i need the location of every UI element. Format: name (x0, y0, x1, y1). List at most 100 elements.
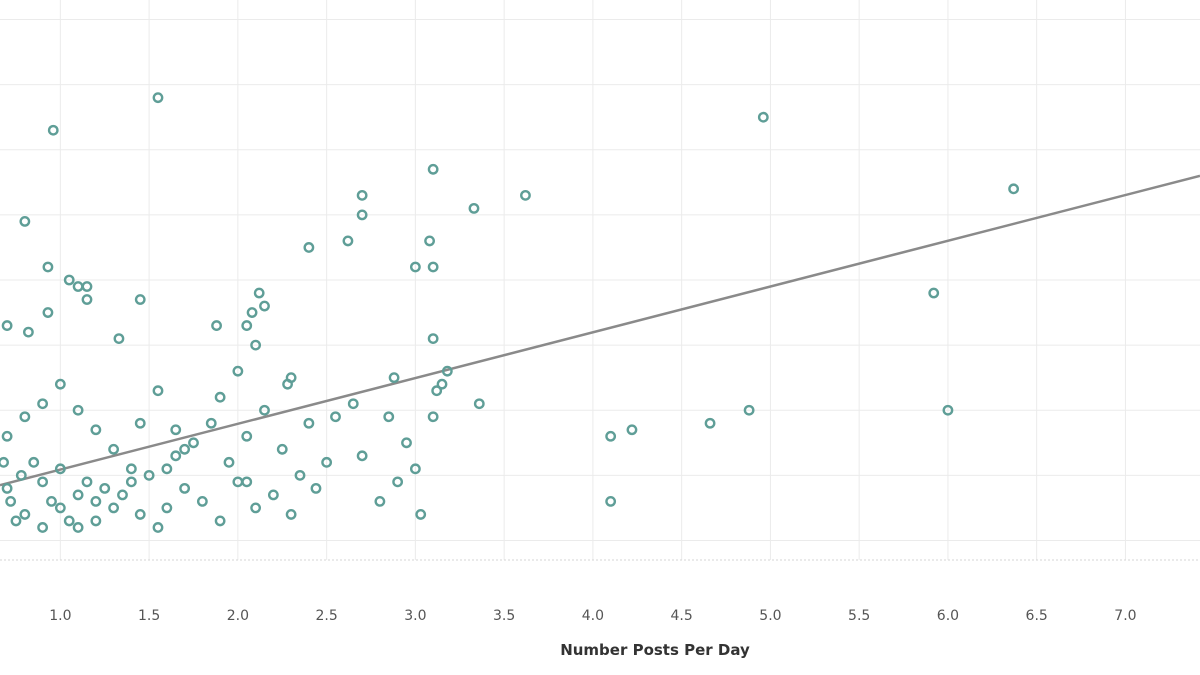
data-point (19, 509, 31, 520)
data-point (427, 261, 439, 273)
data-point (90, 424, 102, 436)
data-point (179, 482, 191, 494)
x-tick-label: 5.0 (759, 608, 781, 624)
data-point (757, 111, 769, 123)
data-point (1, 320, 13, 331)
data-point (626, 424, 638, 436)
data-point (214, 391, 226, 403)
data-point (42, 261, 54, 273)
x-tick-label: 1.5 (138, 608, 160, 624)
data-point (143, 469, 155, 481)
data-point (942, 404, 954, 416)
data-point (473, 398, 485, 410)
data-point (241, 430, 253, 442)
data-point (54, 502, 66, 514)
data-point (267, 489, 279, 501)
data-point (99, 482, 111, 494)
data-point (134, 509, 146, 520)
x-tick-label: 4.0 (582, 608, 604, 624)
data-point (47, 124, 59, 136)
data-point (427, 333, 439, 345)
data-point (356, 189, 368, 201)
data-point (152, 385, 164, 397)
data-point (63, 274, 75, 286)
data-point (342, 235, 354, 247)
data-point (259, 300, 270, 312)
data-point (108, 443, 120, 455)
data-point (0, 456, 9, 468)
data-point (28, 456, 40, 468)
data-point (424, 235, 435, 247)
data-point (374, 495, 386, 507)
data-point (81, 476, 93, 488)
data-point (743, 404, 755, 416)
data-point (54, 378, 66, 390)
data-point (117, 489, 128, 501)
data-point (241, 476, 253, 488)
data-point (37, 522, 49, 533)
data-point (214, 515, 226, 527)
x-tick-label: 6.5 (1026, 608, 1048, 624)
data-point (37, 476, 49, 488)
data-point (303, 242, 315, 253)
data-point (427, 411, 439, 423)
data-point (46, 495, 57, 507)
data-point (125, 476, 137, 488)
data-point (347, 398, 359, 410)
data-point (19, 215, 31, 227)
data-point (241, 320, 253, 331)
data-point (605, 430, 617, 442)
x-axis-title: Number Posts Per Day (560, 641, 750, 659)
data-point (321, 456, 333, 468)
data-point (356, 450, 368, 462)
data-point (250, 502, 262, 514)
data-point (409, 261, 421, 273)
data-point (152, 522, 164, 533)
data-point (441, 365, 453, 377)
data-point (134, 294, 146, 305)
data-point (23, 326, 34, 338)
trendline-layer (0, 174, 1200, 487)
data-point (72, 281, 84, 292)
data-point (125, 463, 137, 475)
data-point (415, 509, 427, 520)
data-point (37, 398, 49, 410)
data-point (170, 424, 182, 436)
data-point (1, 430, 13, 442)
data-point (15, 469, 27, 481)
data-point (310, 482, 322, 494)
data-point (188, 437, 199, 449)
x-axis-ticks: 1.0 1.5 2.0 2.5 3.0 3.5 4.0 4.5 5.0 5.5 6.0 6.5 7.0 (49, 608, 1136, 624)
x-tick-label: 2.5 (315, 608, 337, 624)
data-point (294, 469, 306, 481)
data-points (0, 92, 1020, 533)
x-tick-label: 4.5 (671, 608, 693, 624)
data-point (431, 385, 443, 397)
data-point (468, 202, 480, 214)
data-point (72, 404, 84, 416)
data-point (179, 443, 191, 455)
grid-lines (0, 0, 1200, 561)
x-tick-label: 3.0 (404, 608, 426, 624)
data-point (196, 495, 208, 507)
data-point (5, 495, 17, 507)
data-point (108, 502, 120, 514)
data-point (250, 339, 262, 351)
trendline (0, 174, 1200, 487)
data-point (170, 450, 182, 462)
data-point (232, 365, 244, 377)
data-point (211, 320, 222, 331)
data-point (303, 417, 315, 429)
data-point (223, 456, 235, 468)
data-point (72, 522, 84, 533)
x-tick-label: 3.5 (493, 608, 515, 624)
data-point (520, 189, 531, 201)
data-point (246, 307, 258, 318)
data-point (81, 294, 93, 305)
data-point (282, 378, 293, 390)
data-point (928, 287, 940, 299)
data-point (392, 476, 404, 488)
data-point (72, 489, 84, 501)
data-point (63, 515, 75, 527)
